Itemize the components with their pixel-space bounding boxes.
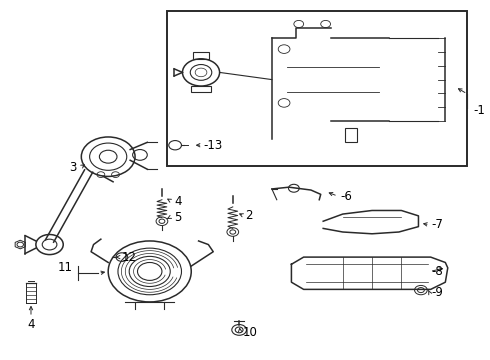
Text: 11: 11 [58,261,73,274]
Text: 4: 4 [174,195,182,208]
Text: 3: 3 [69,161,76,174]
Bar [345,128,357,142]
Text: -13: -13 [203,139,223,152]
Text: -8: -8 [432,265,443,278]
Bar [193,52,209,59]
Text: -7: -7 [432,218,443,231]
Text: 4: 4 [27,318,35,331]
Text: -9: -9 [432,287,443,300]
Text: -1: -1 [474,104,486,117]
Text: -6: -6 [340,190,352,203]
Text: 2: 2 [245,210,252,222]
Bar [191,86,211,93]
Bar [167,12,467,166]
Text: 5: 5 [174,211,181,224]
Text: 10: 10 [243,326,257,339]
Text: 12: 12 [122,251,137,264]
